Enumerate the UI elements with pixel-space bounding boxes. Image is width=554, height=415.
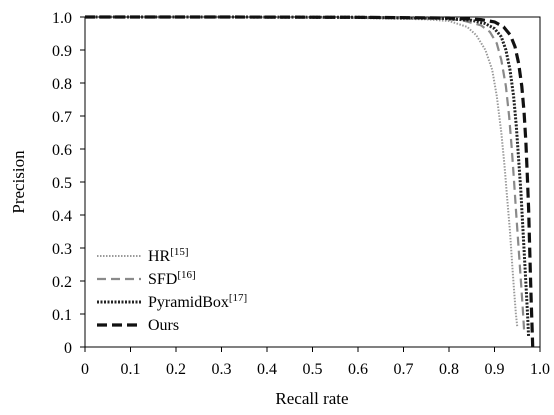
- y-tick-label: 0.9: [52, 43, 72, 60]
- y-tick-label: 0.2: [52, 274, 72, 291]
- y-ticks: 0 0.1 0.2 0.3 0.4 0.5 0.6 0.7 0.8 0.9 1.0: [52, 10, 85, 357]
- y-tick-label: 0.5: [52, 175, 72, 192]
- x-tick-label: 0: [81, 361, 89, 378]
- legend-ref: [17]: [229, 292, 247, 304]
- series-line-pyramidbox: [85, 15, 531, 338]
- y-tick-label: 0.1: [52, 307, 72, 324]
- x-tick-label: 0.7: [394, 361, 414, 378]
- legend-label-hr: HR[15]: [148, 246, 189, 265]
- x-axis-title: Recall rate: [275, 389, 348, 408]
- y-tick-label: 1.0: [52, 10, 72, 27]
- series-line-ours: [85, 15, 535, 348]
- legend-label-pyramidbox: PyramidBox[17]: [148, 292, 247, 311]
- x-tick-label: 0.2: [166, 361, 186, 378]
- x-ticks: 0 0.1 0.2 0.3 0.4 0.5 0.6 0.7 0.8 0.9 1.0: [81, 347, 550, 378]
- x-tick-label: 0.1: [121, 361, 141, 378]
- x-tick-label: 0.9: [485, 361, 505, 378]
- x-tick-label: 0.5: [303, 361, 323, 378]
- y-tick-label: 0.6: [52, 142, 72, 159]
- y-tick-label: 0.7: [52, 109, 72, 126]
- x-tick-label: 1.0: [530, 361, 550, 378]
- y-tick-label: 0.8: [52, 76, 72, 93]
- x-tick-label: 0.4: [257, 361, 277, 378]
- legend: HR[15] SFD[16] PyramidBox[17] Ours: [97, 246, 247, 334]
- x-tick-label: 0.6: [348, 361, 368, 378]
- y-axis-title: Precision: [9, 150, 28, 214]
- x-tick-label: 0.3: [212, 361, 232, 378]
- legend-label-ours: Ours: [148, 317, 179, 334]
- legend-ref: [15]: [170, 246, 188, 258]
- y-tick-label: 0.4: [52, 208, 72, 225]
- series-layer: [85, 15, 535, 348]
- series-line-hr: [85, 16, 519, 328]
- y-tick-label: 0: [64, 340, 72, 357]
- y-tick-label: 0.3: [52, 241, 72, 258]
- legend-ref: [16]: [177, 269, 195, 281]
- legend-label-sfd: SFD[16]: [148, 269, 196, 288]
- x-tick-label: 0.8: [439, 361, 459, 378]
